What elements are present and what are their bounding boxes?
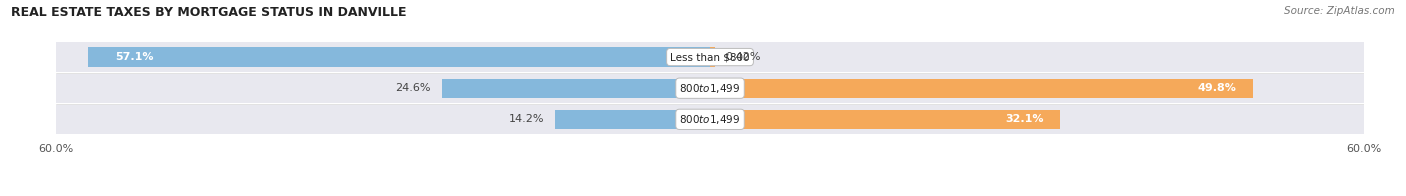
Bar [56, 74, 1364, 103]
Bar [710, 47, 714, 67]
Text: Less than $800: Less than $800 [671, 52, 749, 62]
Text: Source: ZipAtlas.com: Source: ZipAtlas.com [1284, 6, 1395, 16]
Text: $800 to $1,499: $800 to $1,499 [679, 82, 741, 95]
Bar [87, 47, 710, 67]
Text: 57.1%: 57.1% [115, 52, 153, 62]
Bar [710, 110, 1060, 129]
Bar [555, 110, 710, 129]
Bar [710, 79, 1253, 98]
Text: REAL ESTATE TAXES BY MORTGAGE STATUS IN DANVILLE: REAL ESTATE TAXES BY MORTGAGE STATUS IN … [11, 6, 406, 19]
Text: 49.8%: 49.8% [1198, 83, 1236, 93]
Text: 24.6%: 24.6% [395, 83, 432, 93]
Bar [441, 79, 710, 98]
Bar [56, 105, 1364, 134]
Legend: Without Mortgage, With Mortgage: Without Mortgage, With Mortgage [592, 193, 828, 196]
Text: 0.42%: 0.42% [725, 52, 761, 62]
Text: $800 to $1,499: $800 to $1,499 [679, 113, 741, 126]
Bar [56, 43, 1364, 72]
Text: 32.1%: 32.1% [1005, 114, 1043, 124]
Text: 14.2%: 14.2% [509, 114, 544, 124]
